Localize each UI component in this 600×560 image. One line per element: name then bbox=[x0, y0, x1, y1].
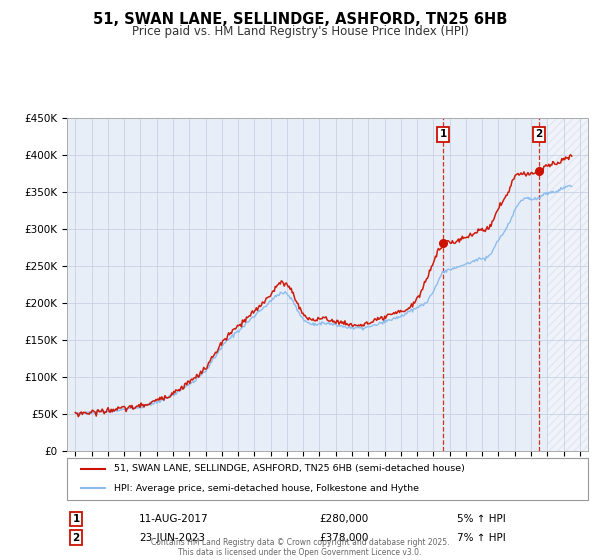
Text: 1: 1 bbox=[73, 514, 80, 524]
Text: HPI: Average price, semi-detached house, Folkestone and Hythe: HPI: Average price, semi-detached house,… bbox=[114, 484, 419, 493]
Text: 23-JUN-2023: 23-JUN-2023 bbox=[139, 533, 205, 543]
Text: £378,000: £378,000 bbox=[319, 533, 368, 543]
Text: Price paid vs. HM Land Registry's House Price Index (HPI): Price paid vs. HM Land Registry's House … bbox=[131, 25, 469, 38]
Text: 1: 1 bbox=[440, 129, 447, 139]
FancyBboxPatch shape bbox=[67, 458, 588, 500]
Text: 2: 2 bbox=[73, 533, 80, 543]
Text: 51, SWAN LANE, SELLINDGE, ASHFORD, TN25 6HB: 51, SWAN LANE, SELLINDGE, ASHFORD, TN25 … bbox=[93, 12, 507, 27]
Text: 51, SWAN LANE, SELLINDGE, ASHFORD, TN25 6HB (semi-detached house): 51, SWAN LANE, SELLINDGE, ASHFORD, TN25 … bbox=[114, 464, 465, 473]
Bar bbox=[547, 118, 588, 451]
Text: 7% ↑ HPI: 7% ↑ HPI bbox=[457, 533, 506, 543]
Text: £280,000: £280,000 bbox=[319, 514, 368, 524]
Text: 2: 2 bbox=[535, 129, 542, 139]
Text: 11-AUG-2017: 11-AUG-2017 bbox=[139, 514, 209, 524]
Text: Contains HM Land Registry data © Crown copyright and database right 2025.
This d: Contains HM Land Registry data © Crown c… bbox=[151, 538, 449, 557]
Text: 5% ↑ HPI: 5% ↑ HPI bbox=[457, 514, 506, 524]
